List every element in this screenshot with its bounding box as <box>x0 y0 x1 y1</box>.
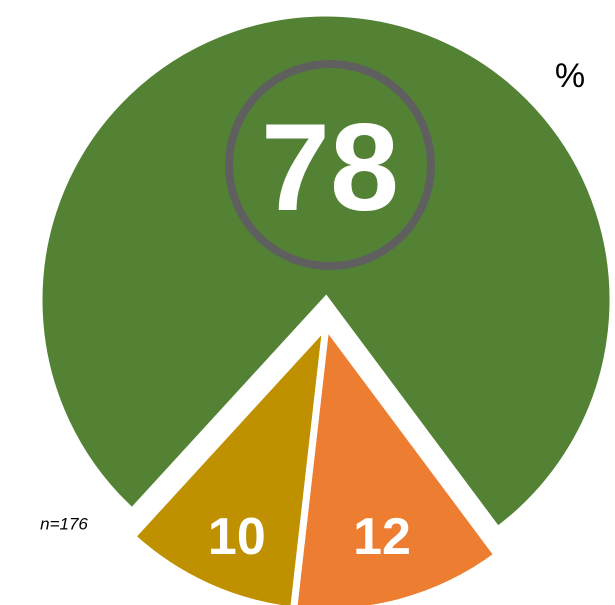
sample-size-annotation: n=176 <box>40 515 88 534</box>
unit-annotation: % <box>555 57 585 95</box>
pie-slice <box>35 9 615 536</box>
data-label: 10 <box>208 508 266 566</box>
data-labels: 78 12 10 <box>208 60 435 566</box>
pie <box>35 9 615 605</box>
pie-slice <box>127 314 331 605</box>
pie-slice <box>290 315 503 605</box>
data-label: 12 <box>353 508 411 566</box>
data-label: 78 <box>261 99 399 237</box>
label-ring <box>225 60 435 270</box>
